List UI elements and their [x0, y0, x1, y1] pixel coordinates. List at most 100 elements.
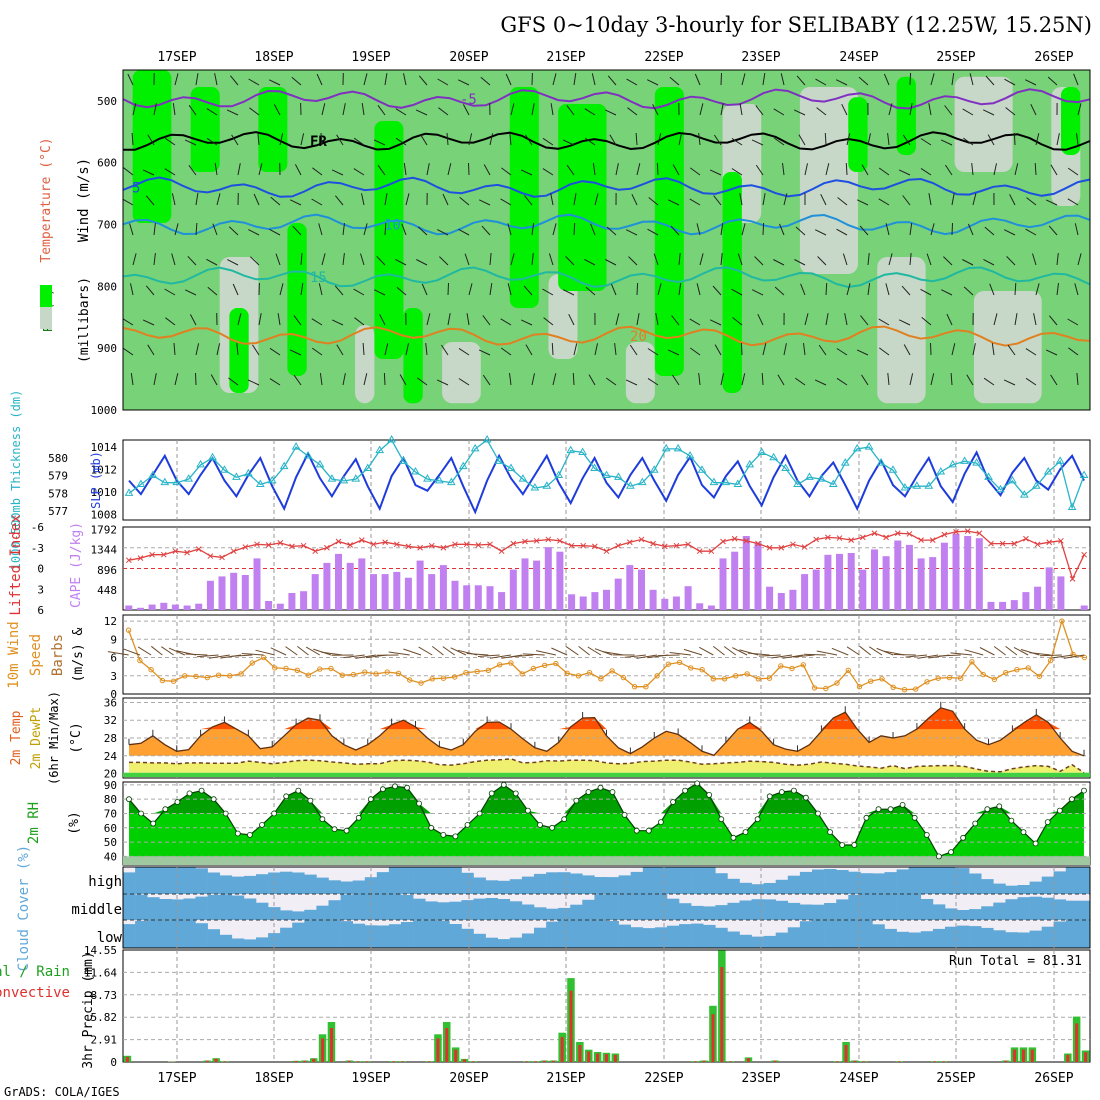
cape-bar [463, 585, 471, 610]
upper-wind-barb [590, 223, 596, 236]
upper-wind-barb [249, 107, 260, 116]
thickness-marker [411, 467, 420, 475]
upper-wind-barb [153, 253, 156, 266]
lifted-index-marker [358, 537, 365, 543]
cloud-bar-low [473, 933, 486, 948]
cloud-bar-low [981, 927, 994, 948]
rh-marker [706, 792, 713, 798]
rh-dry-patch [954, 76, 1013, 172]
thickness-marker [757, 447, 767, 455]
upper-wind-barb [1005, 107, 1016, 116]
date-label-top: 19SEP [351, 50, 390, 65]
tick-label: 1000 [91, 404, 118, 417]
rh-moist-column [509, 87, 539, 308]
wind-speed-marker [1014, 667, 1020, 673]
upper-wind-barb [132, 103, 137, 116]
upper-wind-barb [845, 162, 848, 176]
upper-wind-barb [542, 137, 554, 146]
tick-label: 1008 [91, 508, 118, 521]
surface-wind-barb [831, 647, 849, 656]
cloud-bar-middle [316, 905, 329, 920]
upper-wind-barb [195, 372, 197, 386]
upper-wind-barb [720, 72, 722, 86]
rh-marker [1032, 840, 1039, 847]
cape-bar [638, 569, 645, 610]
cloud-bar-high [763, 883, 776, 894]
upper-wind-barb [909, 103, 913, 116]
precip-convective-bar [1004, 1060, 1008, 1062]
upper-wind-barb [321, 103, 326, 116]
tick-label: 1012 [91, 463, 118, 476]
lifted-index-marker [708, 548, 715, 555]
upper-wind-barb [951, 343, 956, 356]
wind-speed-marker [834, 680, 840, 686]
tick-label: -3 [31, 542, 44, 555]
surface-wind-barb [466, 653, 489, 656]
lifted-index-marker [859, 534, 866, 541]
upper-wind-barb [227, 259, 239, 266]
rh-marker [174, 799, 181, 805]
lifted-index-marker [778, 544, 785, 551]
isotherm-label: 15 [310, 270, 327, 286]
surface-wind-barb [297, 646, 309, 656]
cloud-bar-low [376, 925, 390, 948]
thickness-marker [482, 435, 492, 443]
upper-wind-barb [754, 256, 764, 266]
cloud-bar-middle [1017, 897, 1030, 920]
upper-wind-barb [279, 133, 284, 146]
thickness-marker [172, 477, 182, 486]
axis-label: (6hr Min/Max) [47, 691, 61, 785]
cape-bar [206, 580, 214, 610]
wind-speed-marker [665, 661, 671, 667]
cloud-bar-middle [123, 894, 136, 920]
upper-wind-barb [669, 76, 680, 86]
wind-speed-marker [339, 672, 345, 678]
tick-label: 0 [110, 1056, 117, 1069]
cloud-bar-high [473, 877, 486, 894]
upper-wind-barb [384, 222, 387, 236]
upper-wind-barb [1013, 132, 1016, 146]
precip-legend-convective: Convective [0, 985, 70, 1001]
thickness-marker [148, 470, 158, 479]
temp-line [128, 707, 1085, 757]
cloud-bar-middle [993, 902, 1006, 920]
upper-wind-barb [800, 283, 806, 296]
wind-speed-marker [238, 671, 244, 677]
cape-bar [824, 554, 832, 610]
upper-wind-barb [1074, 283, 1079, 296]
upper-wind-barb [384, 73, 388, 86]
upper-wind-barb [566, 105, 575, 116]
upper-wind-barb [426, 163, 430, 176]
wind-speed-marker [328, 665, 334, 672]
upper-wind-barb [336, 344, 344, 356]
upper-wind-barb [500, 347, 512, 356]
upper-wind-barb [741, 223, 746, 236]
tick-label: 50 [104, 836, 117, 849]
upper-wind-barb [312, 167, 323, 176]
cloud-bar-low [135, 920, 148, 948]
upper-wind-barb [1050, 374, 1058, 386]
lifted-index-marker [312, 548, 319, 555]
cape-bar [940, 542, 948, 610]
cloud-bar-high [1077, 867, 1091, 894]
cloud-bar-high [558, 872, 571, 894]
precip-convective-bar [587, 1051, 591, 1062]
rh-marker [307, 797, 314, 804]
upper-wind-barb [300, 252, 303, 266]
upper-wind-barb [739, 193, 743, 206]
wind-speed-marker [901, 687, 908, 693]
panel-frame [122, 949, 1091, 1063]
cape-bar [614, 578, 622, 610]
cloud-bar-low [147, 920, 160, 948]
tick-label: 90 [104, 779, 117, 792]
upper-wind-barb [384, 193, 388, 206]
upper-air-panel: -5 FR 5 10 15 20 500 600 700 800 900 1000 Wind (m/s)… [39, 69, 1091, 417]
cloud-bar-high [739, 882, 752, 894]
upper-wind-barb [379, 314, 386, 326]
thickness-marker [470, 443, 480, 452]
lifted-index-marker [1046, 539, 1053, 546]
upper-wind-barb [667, 199, 680, 206]
surface-wind-barb [979, 647, 995, 656]
tick-label: 600 [97, 157, 117, 170]
upper-wind-barb [860, 315, 869, 326]
